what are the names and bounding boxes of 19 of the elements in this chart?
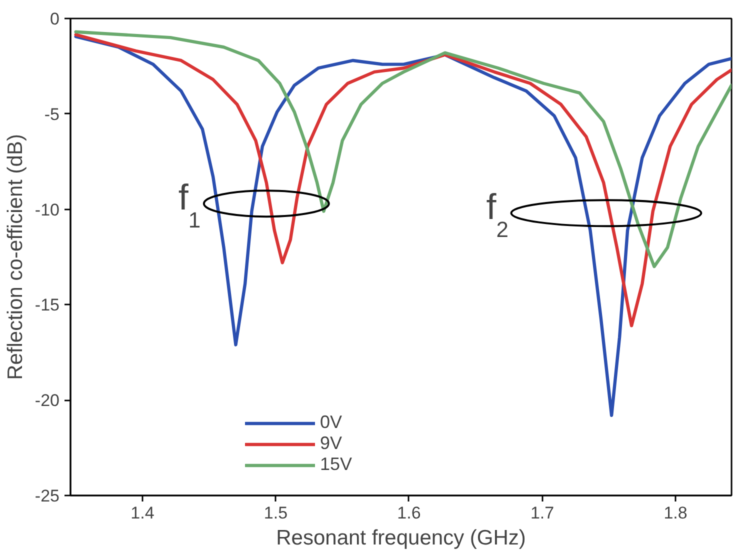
legend-label: 9V: [320, 433, 342, 454]
x-tick-label: 1.5: [264, 504, 288, 522]
line-series: [74, 35, 732, 417]
x-tick-label: 1.4: [130, 504, 154, 522]
y-tick-label: -20: [34, 391, 60, 410]
y-tick-label: -10: [34, 200, 60, 220]
x-tick-label: 1.8: [664, 504, 688, 522]
x-tick-label: 1.6: [397, 504, 421, 522]
y-tick-label: -25: [34, 486, 60, 506]
y-tick-label: 0: [50, 10, 60, 28]
line-series: [74, 33, 732, 328]
x-axis-title: Resonant frequency (GHz): [276, 526, 526, 550]
y-axis-title: Reflection co-efficient (dB): [4, 134, 27, 380]
y-tick-label: -5: [44, 104, 60, 124]
legend-label: 15V: [320, 454, 352, 475]
y-tick-label: -15: [34, 296, 60, 315]
legend-label: 0V: [320, 412, 342, 433]
x-tick-label: 1.7: [530, 504, 554, 522]
line-series: [74, 30, 732, 268]
